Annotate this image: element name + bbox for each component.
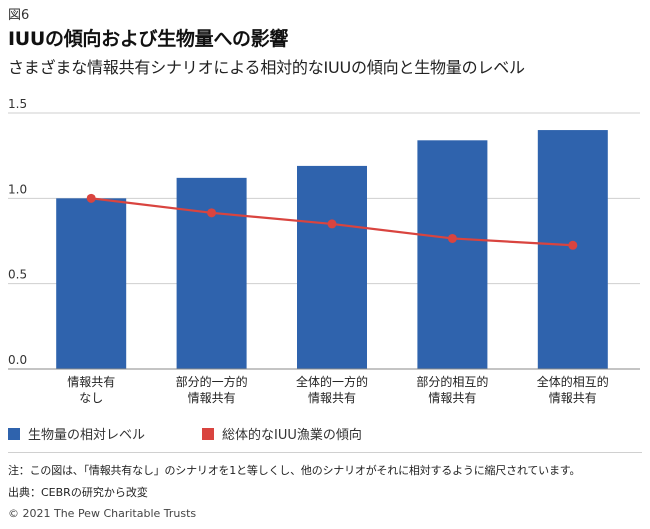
x-category-label: 部分的一方的 bbox=[176, 374, 248, 389]
note: 注：この図は、「情報共有なし」のシナリオを1と等しくし、他のシナリオがそれに相対… bbox=[8, 464, 581, 477]
legend-item-biomass: 生物量の相対レベル bbox=[8, 424, 145, 443]
bar bbox=[56, 198, 127, 369]
x-category-label: 情報共有 bbox=[67, 375, 115, 389]
x-category-label: 情報共有 bbox=[308, 391, 356, 405]
chart-subtitle: さまざまな情報共有シナリオによる相対的なIUUの傾向と生物量のレベル bbox=[8, 58, 525, 77]
x-category-label: 情報共有 bbox=[428, 391, 476, 405]
y-tick-label: 1.5 bbox=[8, 97, 27, 111]
x-category-label: 全体的相互的 bbox=[537, 374, 609, 389]
legend-swatch-iuu bbox=[202, 427, 214, 440]
figure-label: 図6 bbox=[8, 8, 30, 23]
source: 出典：CEBRの研究から改変 bbox=[8, 486, 148, 499]
chart: 0.00.51.01.5情報共有なし部分的一方的情報共有全体的一方的情報共有部分… bbox=[8, 97, 640, 405]
iuu-point bbox=[568, 240, 578, 250]
y-tick-label: 0.5 bbox=[8, 268, 27, 282]
bar bbox=[417, 140, 488, 369]
iuu-point bbox=[207, 208, 217, 218]
iuu-point bbox=[327, 219, 337, 229]
legend-item-iuu: 総体的なIUU漁業の傾向 bbox=[202, 424, 362, 443]
bar bbox=[297, 165, 367, 369]
chart-title: IUUの傾向および生物量への影響 bbox=[8, 28, 289, 50]
y-tick-label: 1.0 bbox=[8, 182, 27, 196]
iuu-point bbox=[86, 193, 96, 203]
copyright: © 2021 The Pew Charitable Trusts bbox=[8, 507, 197, 520]
y-tick-label: 0.0 bbox=[8, 353, 27, 367]
x-category-label: なし bbox=[79, 391, 103, 405]
legend-label-biomass: 生物量の相対レベル bbox=[28, 428, 146, 443]
x-category-label: 情報共有 bbox=[549, 391, 597, 405]
legend-label-iuu: 総体的なIUU漁業の傾向 bbox=[222, 428, 362, 443]
iuu-point bbox=[447, 233, 457, 243]
legend-swatch-biomass bbox=[8, 427, 20, 440]
x-category-label: 部分的相互的 bbox=[416, 374, 488, 389]
divider bbox=[8, 452, 642, 453]
x-category-label: 全体的一方的 bbox=[296, 374, 368, 389]
x-category-label: 情報共有 bbox=[188, 391, 236, 405]
bar bbox=[176, 177, 247, 369]
